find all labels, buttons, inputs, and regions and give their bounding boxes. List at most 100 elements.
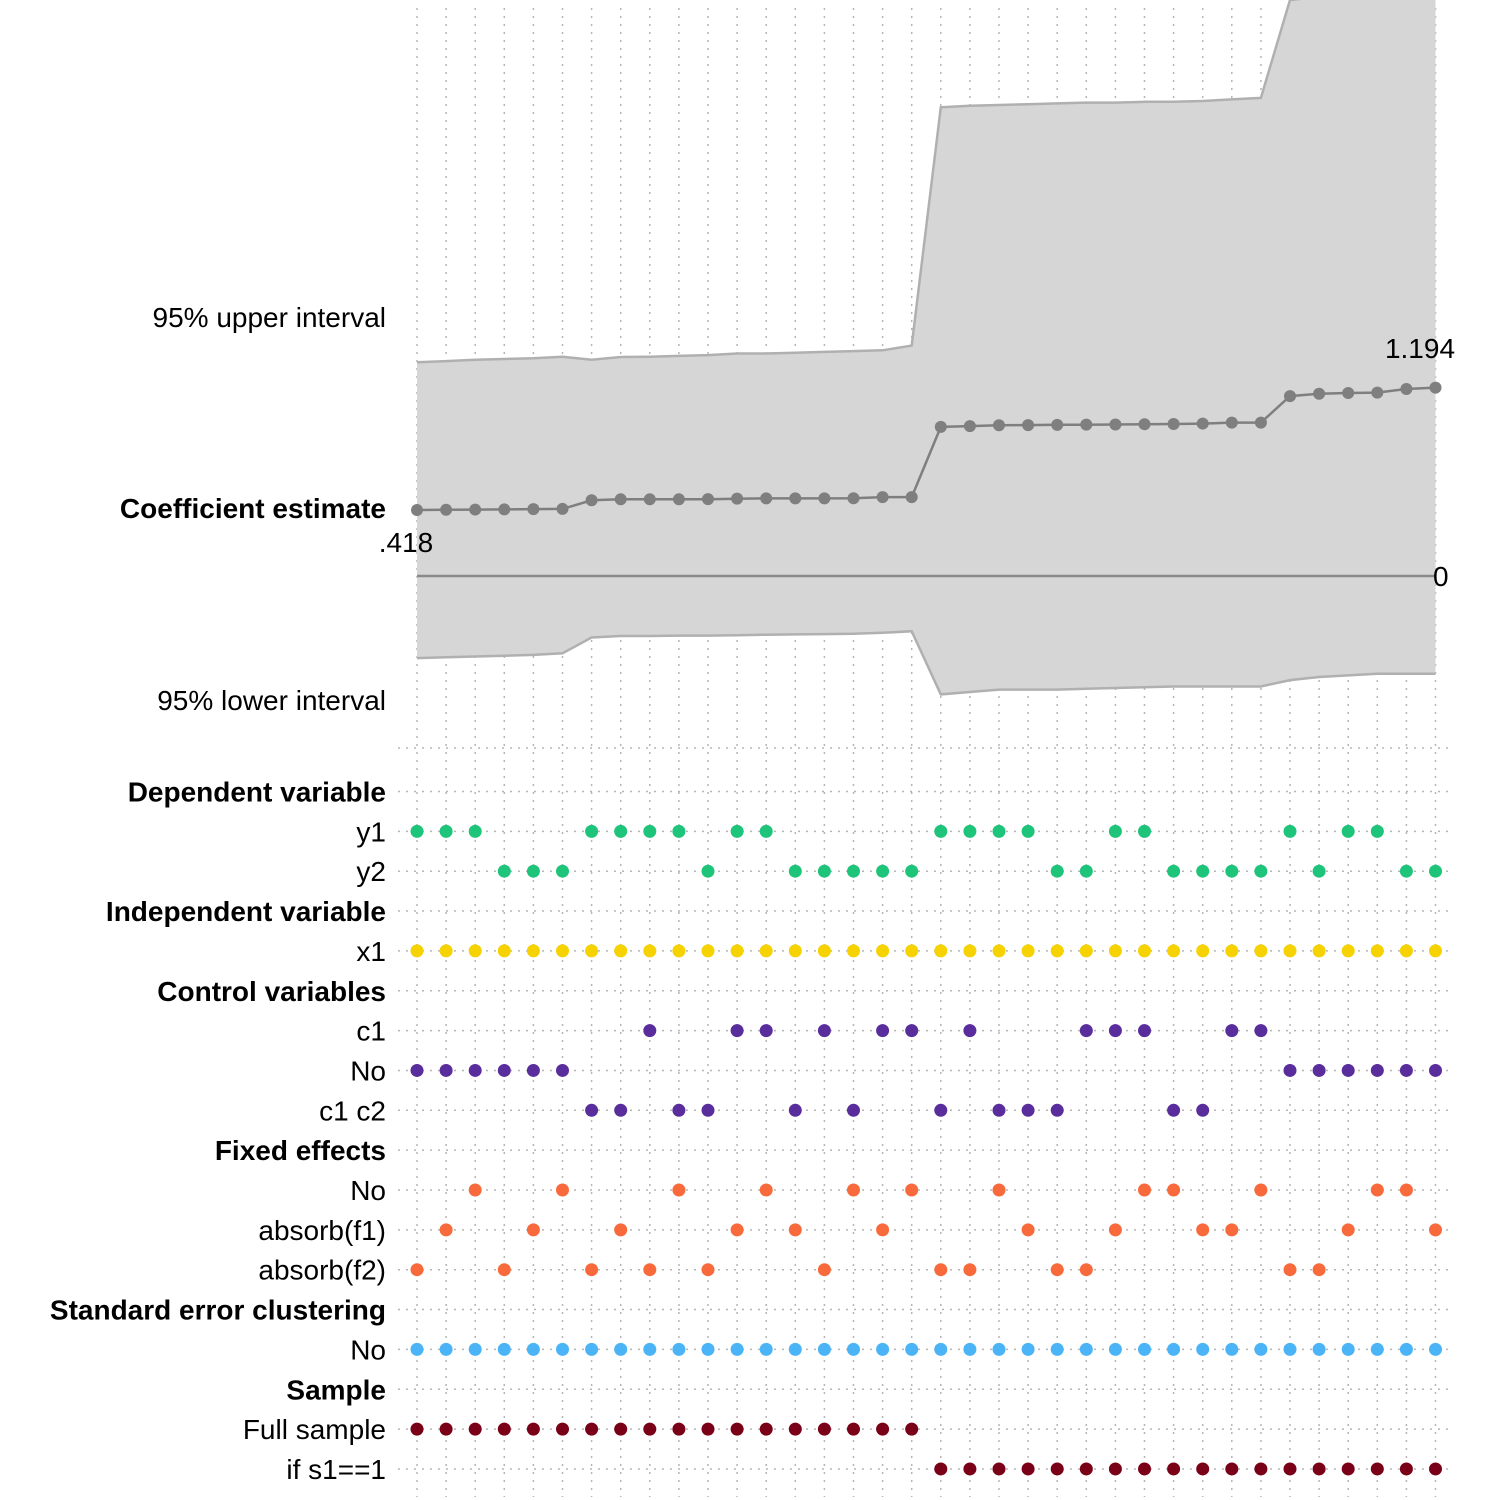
- estimate-point: [1109, 418, 1122, 431]
- indicator-dot: [497, 1422, 511, 1436]
- row-label: y1: [356, 816, 386, 847]
- estimate-line: [411, 381, 1442, 578]
- indicator-dot: [905, 1024, 919, 1038]
- indicator-dot: [1167, 864, 1181, 878]
- indicator-dot: [876, 944, 890, 958]
- indicator-dot: [672, 944, 686, 958]
- indicator-dot: [1108, 1223, 1122, 1237]
- indicator-dot: [817, 1422, 831, 1436]
- indicator-dot: [1225, 864, 1239, 878]
- indicator-dot: [556, 864, 569, 878]
- indicator-dot: [1312, 944, 1326, 958]
- indicator-dot: [1167, 1342, 1181, 1356]
- indicator-dot: [439, 1342, 453, 1356]
- indicator-dot: [672, 1183, 686, 1197]
- indicator-dot: [1254, 944, 1268, 958]
- coefficient-estimate-label: Coefficient estimate: [120, 493, 386, 524]
- indicator-dot: [1341, 1063, 1355, 1077]
- indicator-dot: [1138, 824, 1151, 838]
- estimate-point: [1371, 386, 1384, 399]
- indicator-dot: [992, 824, 1006, 838]
- indicator-dot: [788, 1103, 802, 1117]
- indicator-dot: [1167, 944, 1181, 958]
- row-label: x1: [356, 936, 386, 967]
- upper-interval-label: 95% upper interval: [153, 302, 386, 333]
- indicator-dot: [526, 1063, 540, 1077]
- indicator-dot: [788, 1422, 802, 1436]
- indicator-dot: [1254, 1462, 1268, 1476]
- indicator-dot: [1341, 1223, 1355, 1237]
- indicator-dot: [1370, 1183, 1384, 1197]
- indicator-dot: [905, 944, 919, 958]
- estimate-point: [498, 503, 511, 516]
- indicator-dot: [468, 824, 482, 838]
- indicator-dot: [817, 1024, 831, 1038]
- group-title: Control variables: [157, 976, 386, 1007]
- indicator-dot: [410, 1063, 424, 1077]
- indicator-dot: [497, 944, 511, 958]
- indicator-dot: [876, 1342, 890, 1356]
- estimate-point: [643, 493, 656, 506]
- indicator-dot: [934, 1263, 948, 1277]
- indicator-dot: [643, 1263, 657, 1277]
- indicator-dot: [1341, 824, 1355, 838]
- estimate-point: [585, 494, 598, 507]
- indicator-dot: [1050, 1263, 1064, 1277]
- row-label: if s1==1: [286, 1454, 386, 1485]
- indicator-dot: [439, 1063, 453, 1077]
- indicator-dot: [1399, 1342, 1413, 1356]
- indicator-dot: [1108, 1462, 1122, 1476]
- indicator-dot: [1167, 1103, 1181, 1117]
- indicator-dot: [556, 944, 569, 958]
- indicator-dot: [526, 1223, 540, 1237]
- indicator-dot: [468, 1422, 482, 1436]
- indicator-dot: [1225, 1462, 1239, 1476]
- indicator-dot: [876, 1223, 890, 1237]
- indicator-dot: [1312, 864, 1326, 878]
- indicator-dot: [1399, 944, 1413, 958]
- indicator-dot: [497, 1342, 511, 1356]
- indicator-dot: [643, 1422, 657, 1436]
- indicator-dot: [1429, 864, 1442, 878]
- indicator-dot: [1283, 1342, 1297, 1356]
- indicator-dot: [1312, 1342, 1326, 1356]
- indicator-dot: [1021, 1223, 1035, 1237]
- estimate-point: [731, 492, 744, 505]
- indicator-dot: [759, 1342, 773, 1356]
- indicator-dot: [1079, 1462, 1093, 1476]
- indicator-dot: [759, 1024, 773, 1038]
- indicator-dot: [614, 1223, 628, 1237]
- ci-band-area: [417, 0, 1436, 695]
- indicator-dot: [847, 864, 860, 878]
- indicator-dot: [905, 864, 919, 878]
- indicator-dot: [1429, 1462, 1442, 1476]
- indicator-dot: [963, 1462, 977, 1476]
- indicator-dot: [1370, 1342, 1384, 1356]
- indicator-dot: [1138, 944, 1151, 958]
- indicator-dot: [876, 864, 890, 878]
- estimate-point: [1196, 417, 1209, 430]
- indicator-dot: [1283, 824, 1297, 838]
- row-label: c1 c2: [319, 1095, 386, 1126]
- indicator-dot: [788, 864, 802, 878]
- indicator-dot: [643, 824, 657, 838]
- indicator-dot: [1225, 1024, 1239, 1038]
- indicator-dot: [439, 1422, 453, 1436]
- estimate-point: [876, 491, 889, 504]
- indicator-dot: [1138, 1024, 1151, 1038]
- indicator-dot: [847, 1103, 860, 1117]
- lower-interval-label: 95% lower interval: [157, 685, 386, 716]
- indicator-dot: [1341, 1342, 1355, 1356]
- ci-lower-edge: [416, 629, 1436, 696]
- indicator-dot: [963, 1263, 977, 1277]
- indicator-dot: [730, 1223, 744, 1237]
- indicator-dot: [934, 824, 948, 838]
- indicator-dot: [701, 1103, 715, 1117]
- indicator-dot: [1429, 1342, 1442, 1356]
- indicator-dot: [1079, 944, 1093, 958]
- indicator-dot: [963, 824, 977, 838]
- indicator-dot: [643, 944, 657, 958]
- indicator-dot: [992, 1342, 1006, 1356]
- indicator-dot: [759, 1422, 773, 1436]
- indicator-dot: [526, 1342, 540, 1356]
